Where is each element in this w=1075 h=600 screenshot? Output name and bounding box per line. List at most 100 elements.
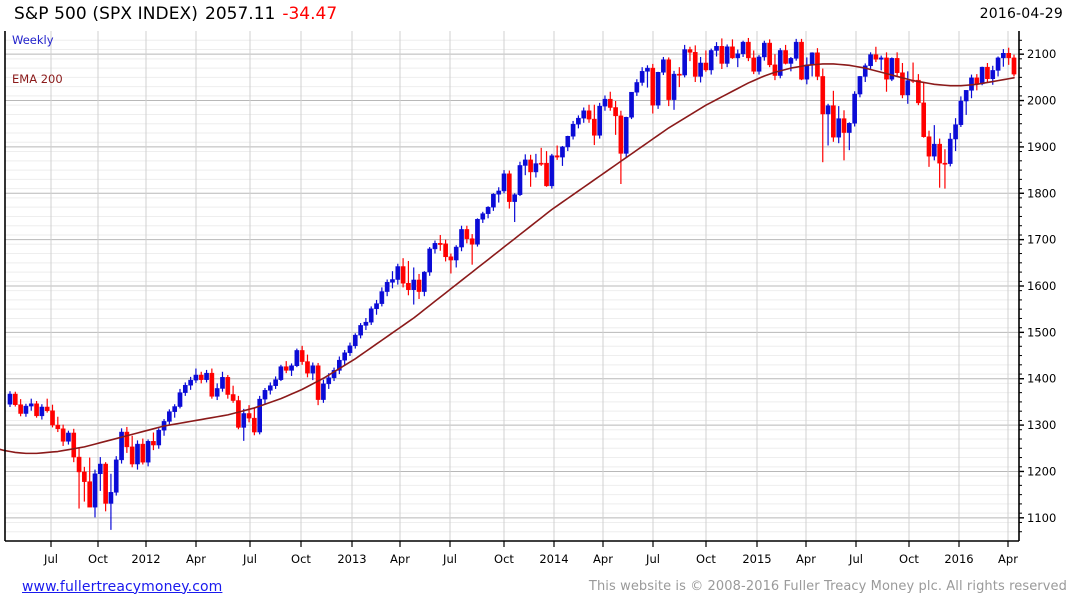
candle-body — [650, 67, 656, 106]
legend-timeframe: Weekly — [12, 33, 54, 47]
candle-body — [666, 59, 672, 100]
candle-body — [422, 271, 427, 292]
candle-body — [352, 334, 358, 347]
candle-body — [252, 417, 257, 433]
candle-body — [331, 370, 337, 379]
candle-body — [459, 229, 464, 248]
candle-body — [740, 41, 746, 54]
legend-ema-label: EMA 200 — [12, 72, 63, 86]
candle-body — [326, 377, 332, 385]
candle-body — [437, 243, 443, 245]
candle-body — [512, 194, 517, 202]
last-price: 2057.11 — [205, 4, 276, 24]
x-axis-label: Apr — [796, 552, 816, 566]
y-axis-label: 1600 — [1027, 279, 1056, 293]
candle-body — [958, 100, 964, 125]
candle-body — [995, 57, 1001, 71]
candle-body — [916, 79, 921, 104]
ema-200-line — [0, 63, 1015, 455]
y-axis-label: 1200 — [1027, 464, 1056, 478]
candle-body — [783, 50, 788, 64]
chart-container[interactable]: 1100 1200 1300 1400 1500 1600 1700 1800 1900 2000… — [0, 28, 1075, 573]
candle-body — [427, 248, 432, 273]
candle-body — [432, 243, 438, 250]
candle-body — [71, 432, 77, 458]
candle-body — [416, 279, 422, 292]
candle-body — [278, 366, 284, 380]
candle-body — [592, 118, 597, 136]
y-axis-label: 2100 — [1027, 47, 1056, 61]
x-axis-label: Apr — [593, 552, 613, 566]
x-axis-label: Jul — [645, 552, 660, 566]
candle-body — [347, 345, 353, 354]
candle-body — [862, 65, 868, 77]
candle-body — [799, 41, 804, 80]
candle-body — [411, 279, 417, 290]
candle-body — [384, 282, 390, 292]
candle-body — [517, 165, 523, 195]
y-axis-label: 1300 — [1027, 418, 1056, 432]
candle-body — [522, 159, 528, 166]
candle-body — [337, 359, 342, 371]
candle-body — [28, 403, 34, 407]
candle-body — [39, 406, 45, 417]
candle-body — [225, 377, 231, 395]
candle-body — [708, 50, 714, 71]
price-chart[interactable]: 1100 1200 1300 1400 1500 1600 1700 1800 1900 2000… — [0, 28, 1075, 573]
candle-body — [469, 238, 475, 245]
candle-body — [841, 118, 847, 133]
x-axis-label: Jul — [442, 552, 457, 566]
site-url-link[interactable]: www.fullertreacymoney.com — [22, 578, 223, 595]
candle-body — [607, 98, 613, 108]
candle-body — [1001, 53, 1006, 59]
x-axis-label: Jul — [43, 552, 58, 566]
candle-body — [289, 365, 294, 371]
candlestick-series — [7, 37, 1017, 530]
candle-body — [167, 411, 172, 422]
candle-body — [50, 410, 55, 426]
candle-body — [724, 46, 730, 64]
candle-body — [655, 72, 661, 106]
candle-body — [735, 53, 741, 59]
candle-body — [671, 73, 677, 100]
candle-body — [156, 429, 162, 446]
candle-body — [576, 117, 581, 125]
y-axis-ticks: 1100 1200 1300 1400 1500 1600 1700 1800 1900 2000… — [1019, 39, 1056, 533]
candle-body — [55, 424, 61, 430]
candle-body — [804, 64, 810, 80]
candle-body — [868, 54, 873, 67]
candle-body — [692, 52, 698, 77]
x-axis-label: Apr — [390, 552, 410, 566]
candle-body — [560, 146, 565, 158]
candle-body — [746, 41, 751, 59]
candle-body — [772, 64, 778, 76]
candle-body — [124, 431, 130, 448]
candle-body — [60, 428, 66, 442]
candle-body — [677, 73, 682, 76]
candle-body — [554, 155, 560, 158]
candle-body — [151, 441, 156, 446]
candle-body — [182, 384, 188, 393]
candle-body — [18, 404, 23, 414]
candle-body — [390, 279, 395, 283]
candle-body — [135, 443, 140, 465]
candle-body — [820, 76, 826, 115]
candle-body — [639, 71, 645, 83]
x-axis-label: 2013 — [337, 552, 366, 566]
candle-body — [198, 374, 204, 380]
candle-body — [129, 446, 135, 465]
x-axis-label: Jul — [242, 552, 257, 566]
candle-body — [87, 481, 93, 508]
candle-body — [1011, 57, 1017, 75]
candle-body — [214, 388, 220, 397]
candle-body — [305, 361, 310, 374]
candle-body — [788, 58, 794, 64]
candle-body — [629, 91, 634, 118]
candle-body — [140, 443, 146, 463]
candle-body — [809, 52, 815, 66]
candle-body — [209, 372, 215, 397]
x-axis-ticks: Jul Oct 2012 Apr Jul Oct 2013 Apr Jul Oct 2014 Apr J… — [43, 541, 1018, 566]
candle-body — [204, 372, 209, 380]
candle-body — [963, 90, 969, 102]
